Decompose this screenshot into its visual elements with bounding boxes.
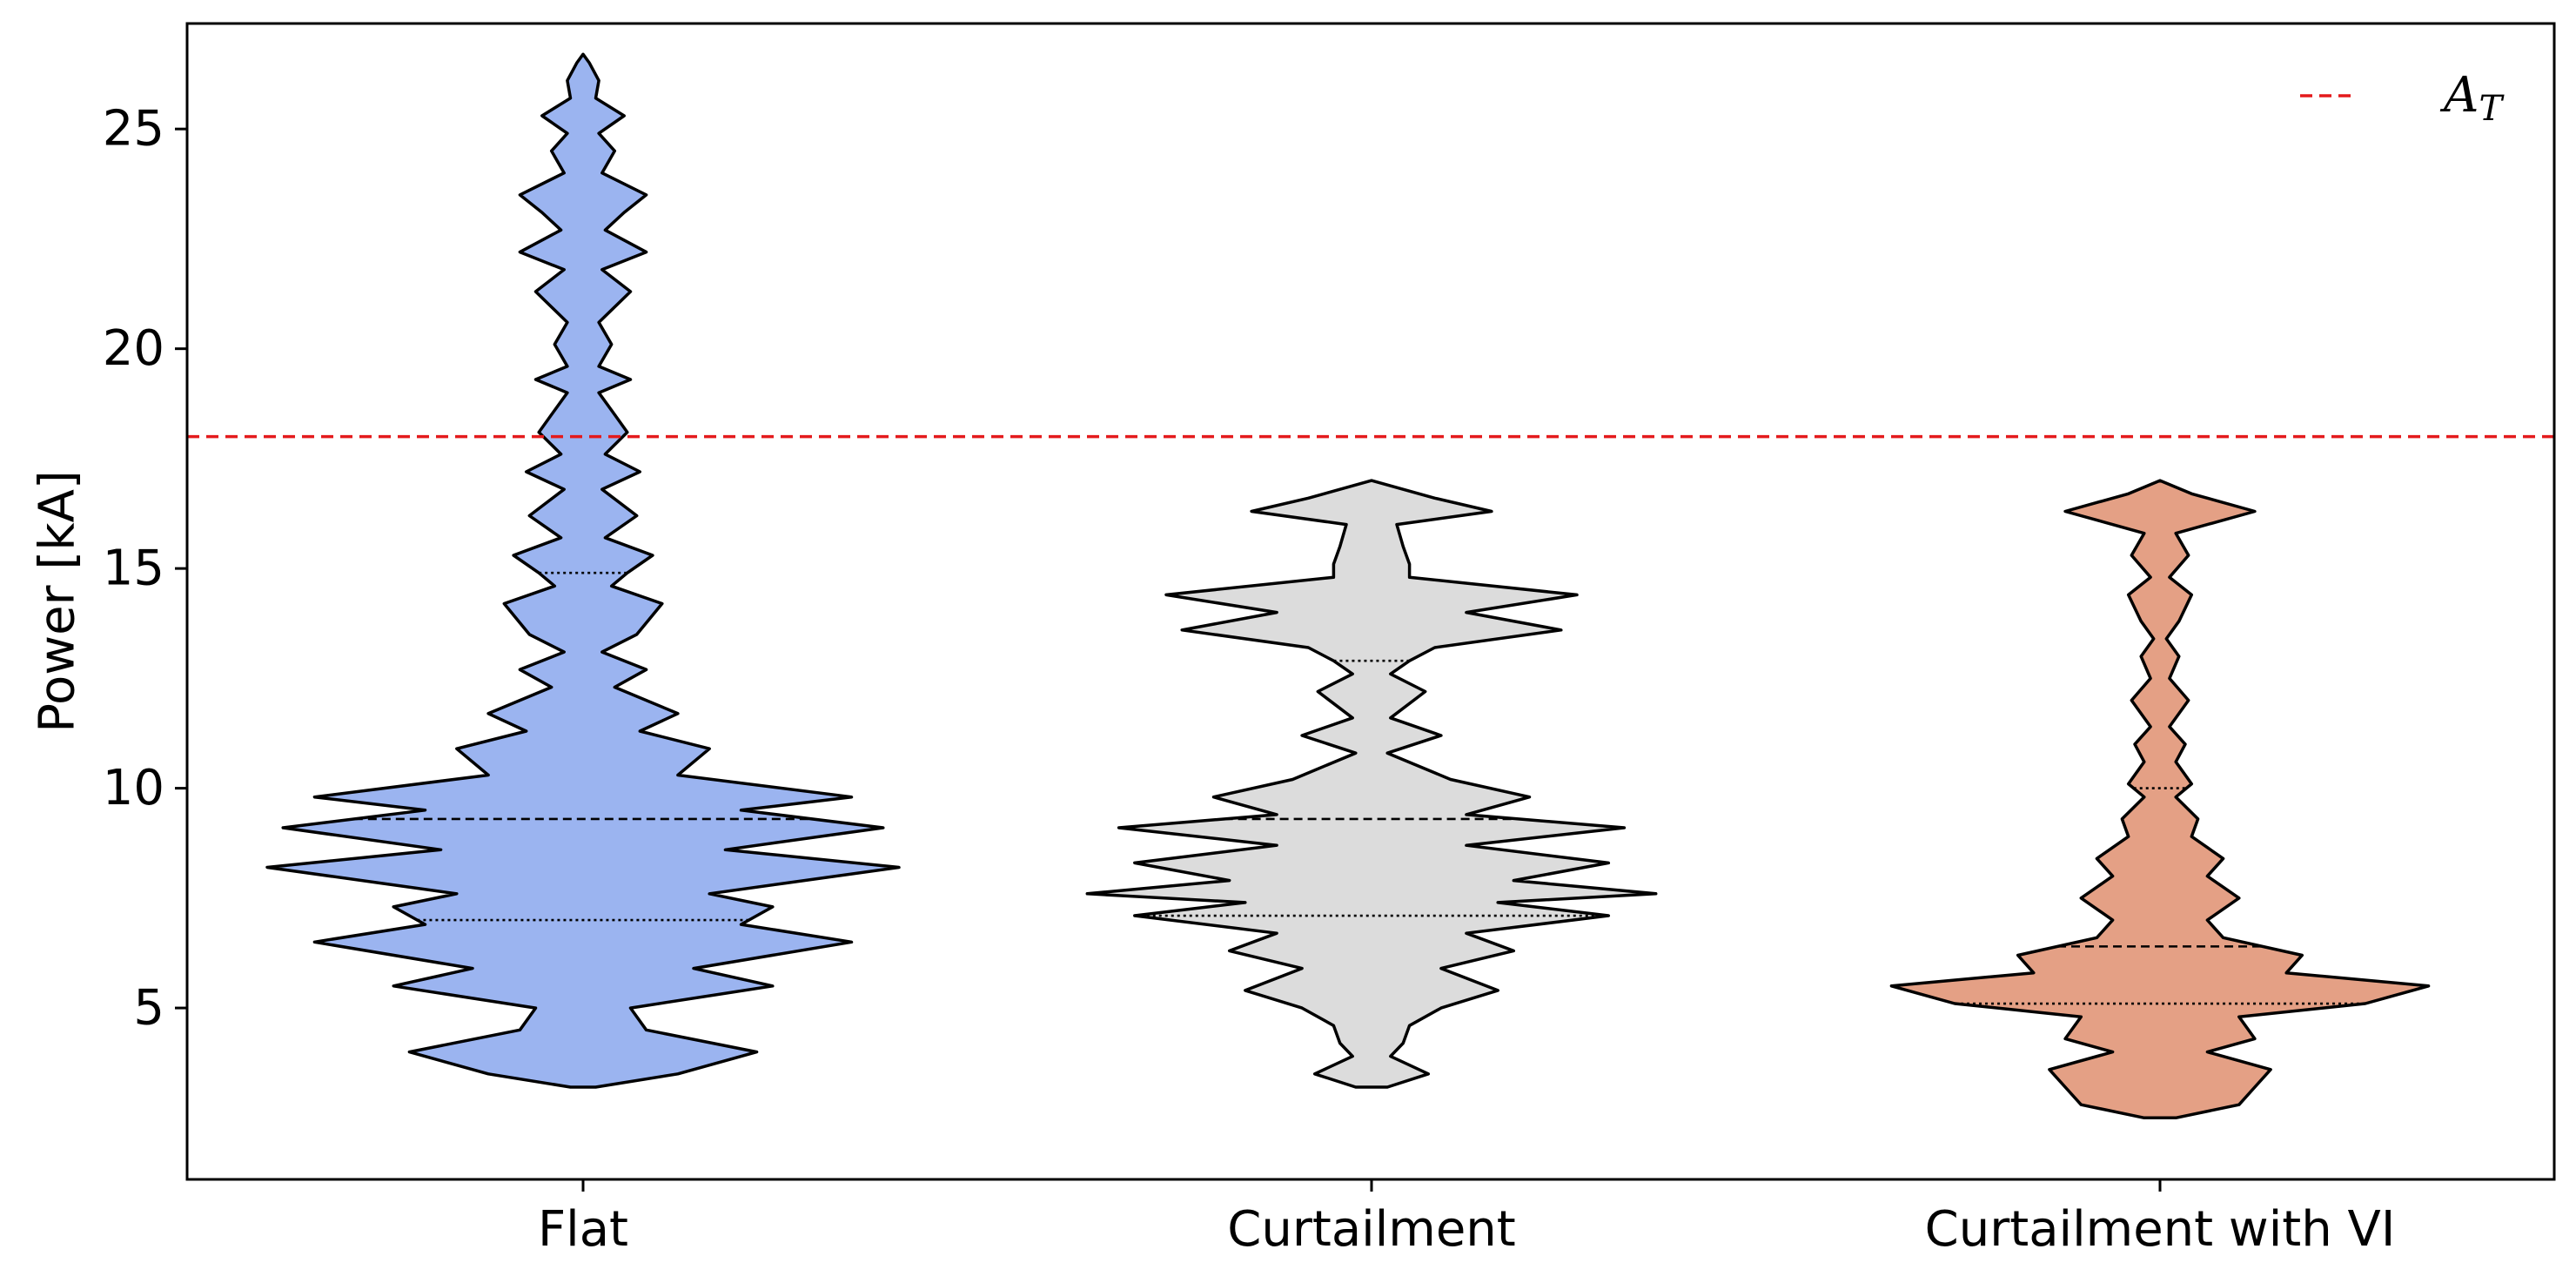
x-axis-ticks: Flat Curtailment Curtailment with VI (538, 1179, 2395, 1258)
legend-label-subscript: T (2479, 89, 2505, 129)
violin-curtailment-with-vi (1889, 479, 2431, 1120)
violin-layer (265, 52, 2431, 1120)
x-tick-label: Curtailment with VI (1925, 1201, 2396, 1258)
violin-flat (265, 52, 901, 1089)
violin-curtailment (1085, 479, 1658, 1089)
y-axis-label: Power [kA] (30, 470, 86, 733)
quartile-lines (353, 571, 2365, 1005)
y-axis-ticks: 5 10 15 20 25 (103, 101, 187, 1037)
y-tick-label: 5 (133, 980, 164, 1037)
legend: AT (2300, 67, 2505, 129)
y-tick-label: 20 (103, 320, 164, 377)
legend-label-main: A (2439, 67, 2479, 124)
y-tick-label: 25 (103, 101, 164, 158)
y-tick-label: 10 (103, 760, 164, 816)
legend-label-threshold: AT (2439, 67, 2505, 129)
x-tick-label: Flat (538, 1201, 628, 1258)
y-tick-label: 15 (103, 541, 164, 597)
x-tick-label: Curtailment (1227, 1201, 1515, 1258)
